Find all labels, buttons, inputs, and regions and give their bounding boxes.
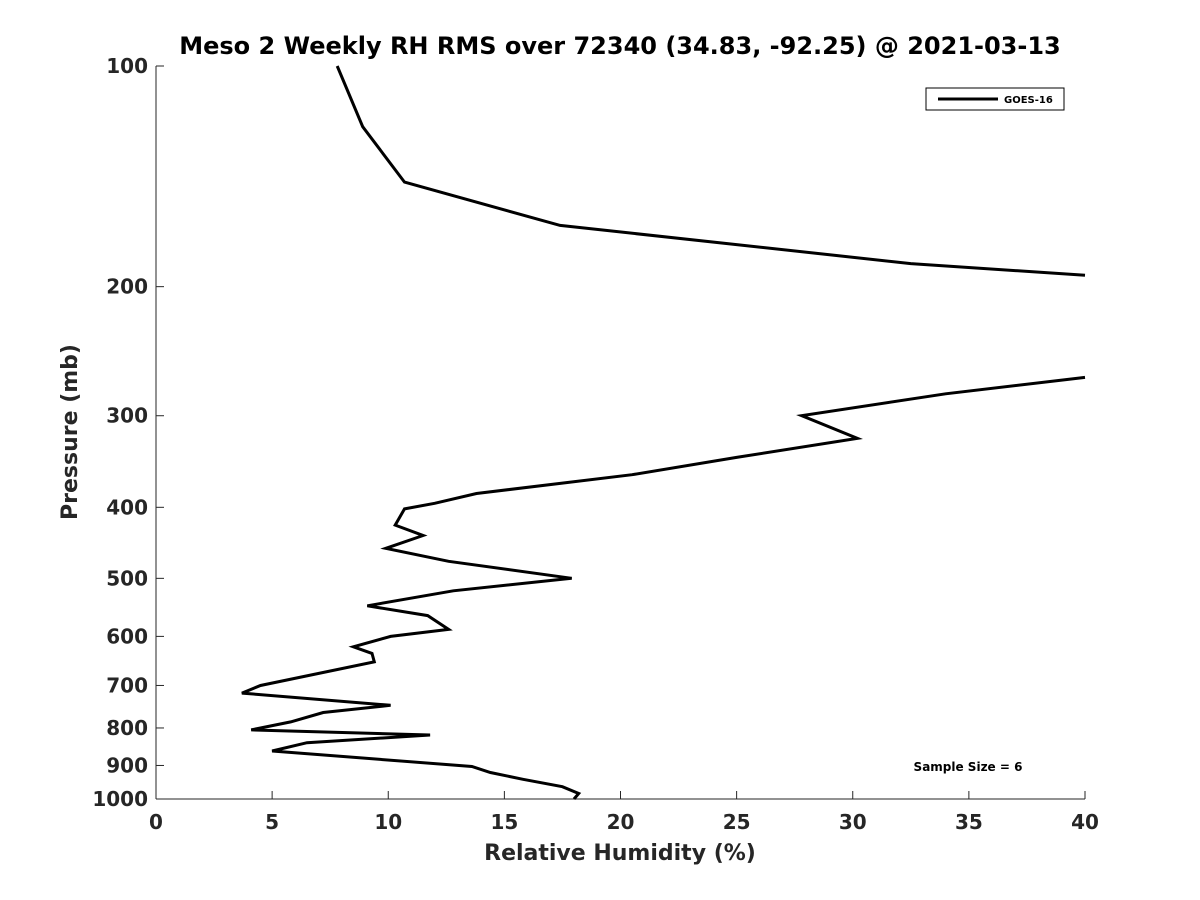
x-axis-ticks: 0 5 10 15 20 25 30 35 40 bbox=[149, 791, 1099, 834]
y-tick-label: 700 bbox=[106, 673, 148, 697]
series-line-goes-16-segment-1 bbox=[335, 65, 1086, 277]
y-tick-label: 600 bbox=[106, 624, 148, 648]
x-tick-label: 10 bbox=[374, 810, 402, 834]
series-lines bbox=[241, 65, 1086, 800]
y-tick-label: 200 bbox=[106, 275, 148, 299]
y-tick-label: 1000 bbox=[92, 787, 148, 811]
y-tick-label: 900 bbox=[106, 753, 148, 777]
legend: GOES-16 bbox=[925, 87, 1065, 111]
y-tick-label: 400 bbox=[106, 495, 148, 519]
x-tick-label: 15 bbox=[490, 810, 518, 834]
x-tick-label: 5 bbox=[265, 810, 279, 834]
y-tick-label: 100 bbox=[106, 54, 148, 78]
x-axis-label: Relative Humidity (%) bbox=[484, 841, 756, 866]
x-tick-label: 20 bbox=[607, 810, 635, 834]
y-tick-label: 300 bbox=[106, 404, 148, 428]
x-tick-label: 35 bbox=[955, 810, 983, 834]
y-tick-label: 500 bbox=[106, 566, 148, 590]
legend-label-goes-16: GOES-16 bbox=[1004, 95, 1053, 106]
sample-size-annotation: Sample Size = 6 bbox=[914, 760, 1023, 774]
x-tick-label: 0 bbox=[149, 810, 163, 834]
chart-title: Meso 2 Weekly RH RMS over 72340 (34.83, … bbox=[179, 32, 1061, 60]
x-tick-label: 30 bbox=[839, 810, 867, 834]
series-line-goes-16-segment-2 bbox=[241, 375, 1086, 800]
y-axis-ticks: 100 200 300 400 500 600 700 800 900 1000 bbox=[92, 54, 164, 811]
x-tick-label: 25 bbox=[723, 810, 751, 834]
y-axis-label: Pressure (mb) bbox=[58, 344, 83, 520]
y-tick-label: 800 bbox=[106, 716, 148, 740]
x-tick-label: 40 bbox=[1071, 810, 1099, 834]
